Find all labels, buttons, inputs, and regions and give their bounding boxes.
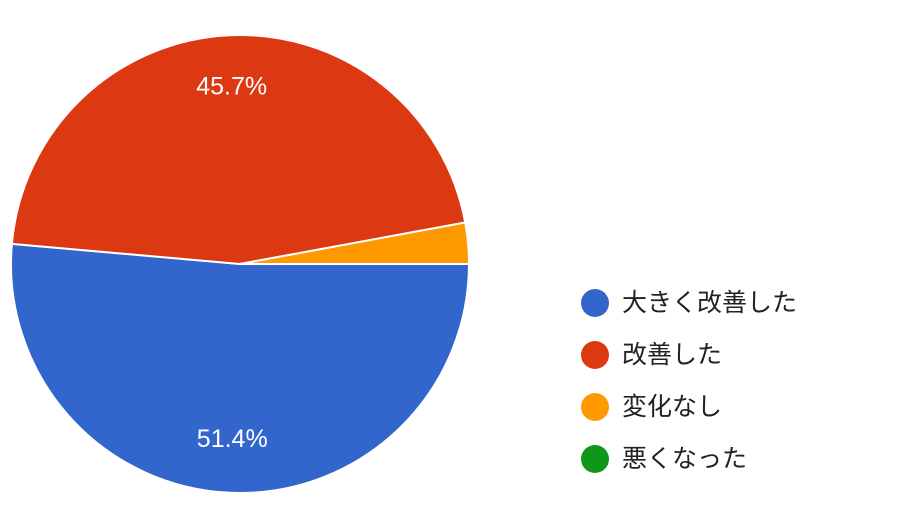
legend-label: 変化なし [622, 392, 723, 421]
pie-slice-1[interactable] [10, 242, 471, 494]
pie-data-label-1: 51.4% [197, 425, 268, 453]
legend-item-got-worse[interactable]: 悪くなった [581, 445, 797, 473]
pie-slice-2[interactable] [10, 34, 467, 266]
legend-label: 悪くなった [622, 444, 748, 473]
legend-swatch [581, 445, 609, 473]
legend-swatch [581, 393, 609, 421]
pie-data-labels: 51.4% 45.7% [196, 72, 267, 452]
legend: 大きく改善した 改善した 変化なし 悪くなった [581, 289, 797, 497]
pie-slices [10, 34, 471, 494]
legend-swatch [581, 289, 609, 317]
legend-swatch [581, 341, 609, 369]
legend-item-improved[interactable]: 改善した [581, 341, 797, 369]
legend-label: 大きく改善した [622, 288, 798, 317]
pie-chart: 51.4% 45.7% [10, 34, 471, 494]
legend-item-greatly-improved[interactable]: 大きく改善した [581, 289, 797, 317]
legend-item-no-change[interactable]: 変化なし [581, 393, 797, 421]
pie-slice-3[interactable] [239, 221, 471, 265]
legend-label: 改善した [622, 340, 723, 369]
pie-data-label-2: 45.7% [196, 72, 267, 100]
